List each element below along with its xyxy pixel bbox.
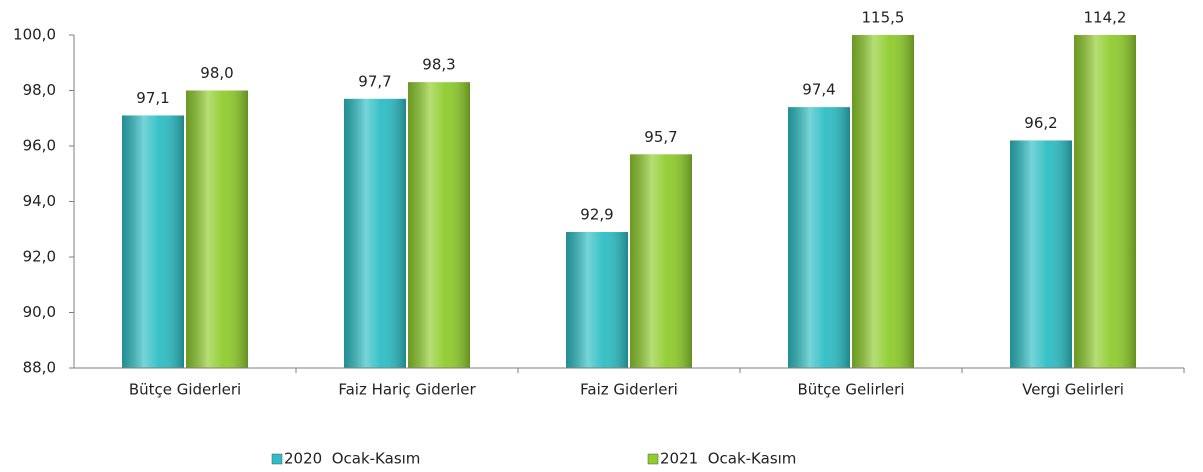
legend-swatch — [647, 453, 659, 465]
x-tick-label: Vergi Gelirleri — [1022, 381, 1124, 399]
bar-shine — [788, 107, 850, 368]
y-tick-label: 96,0 — [23, 137, 56, 155]
bar-shine — [852, 35, 914, 368]
value-label: 97,7 — [358, 72, 391, 90]
x-tick-label: Faiz Giderleri — [580, 381, 678, 399]
y-tick-label: 100,0 — [13, 26, 56, 44]
value-label: 115,5 — [862, 9, 905, 27]
y-tick-label: 98,0 — [23, 81, 56, 99]
legend-swatch — [271, 453, 283, 465]
value-label: 92,9 — [580, 206, 613, 224]
y-tick-label: 92,0 — [23, 248, 56, 266]
legend-label: 2020 Ocak-Kasım — [284, 450, 420, 468]
bar-shine — [1010, 140, 1072, 368]
value-label: 98,3 — [422, 56, 455, 74]
value-label: 96,2 — [1024, 114, 1057, 132]
bar-shine — [1074, 35, 1136, 368]
bar-shine — [630, 154, 692, 368]
value-label: 114,2 — [1084, 9, 1127, 27]
value-label: 97,1 — [136, 89, 169, 107]
x-tick-label: Faiz Hariç Giderler — [338, 381, 476, 399]
value-label: 95,7 — [644, 128, 677, 146]
x-tick-label: Bütçe Giderleri — [129, 381, 241, 399]
y-tick-label: 94,0 — [23, 192, 56, 210]
bar-shine — [186, 90, 248, 368]
legend-label: 2021 Ocak-Kasım — [660, 450, 796, 468]
y-tick-label: 90,0 — [23, 303, 56, 321]
y-tick-label: 88,0 — [23, 359, 56, 377]
bar-shine — [408, 82, 470, 368]
value-label: 98,0 — [200, 64, 233, 82]
bar-shine — [566, 232, 628, 368]
bar-shine — [122, 115, 184, 368]
x-tick-label: Bütçe Gelirleri — [797, 381, 904, 399]
value-label: 97,4 — [802, 81, 835, 99]
bar-shine — [344, 98, 406, 368]
plot-area — [122, 35, 1136, 368]
